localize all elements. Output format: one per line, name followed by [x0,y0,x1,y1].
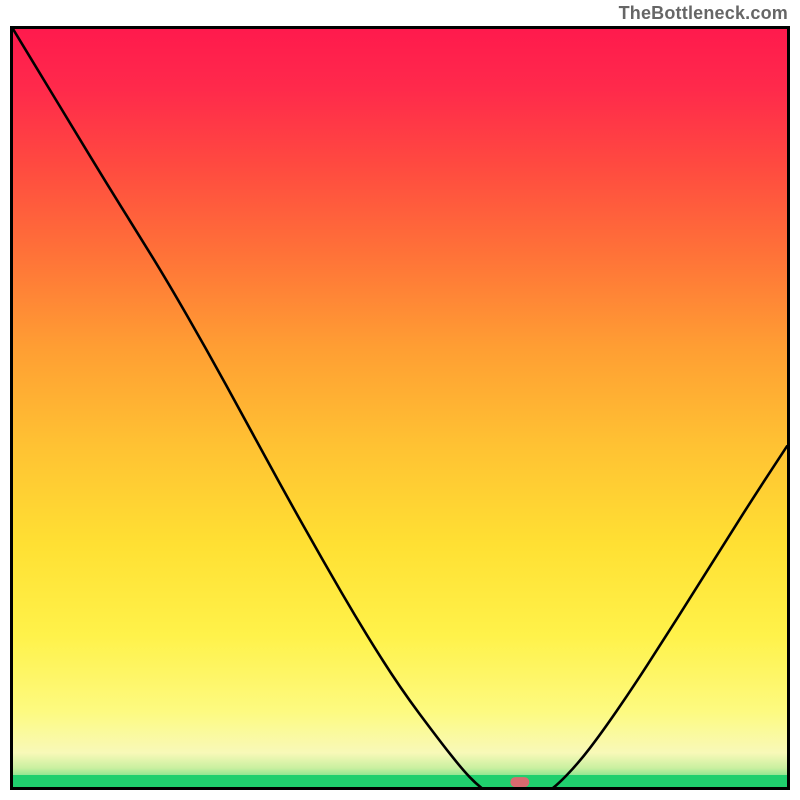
attribution-label: TheBottleneck.com [0,0,800,26]
bottleneck-curve [13,29,787,790]
plot-frame [10,26,790,790]
optimum-marker [510,778,529,788]
chart-container: TheBottleneck.com [0,0,800,800]
